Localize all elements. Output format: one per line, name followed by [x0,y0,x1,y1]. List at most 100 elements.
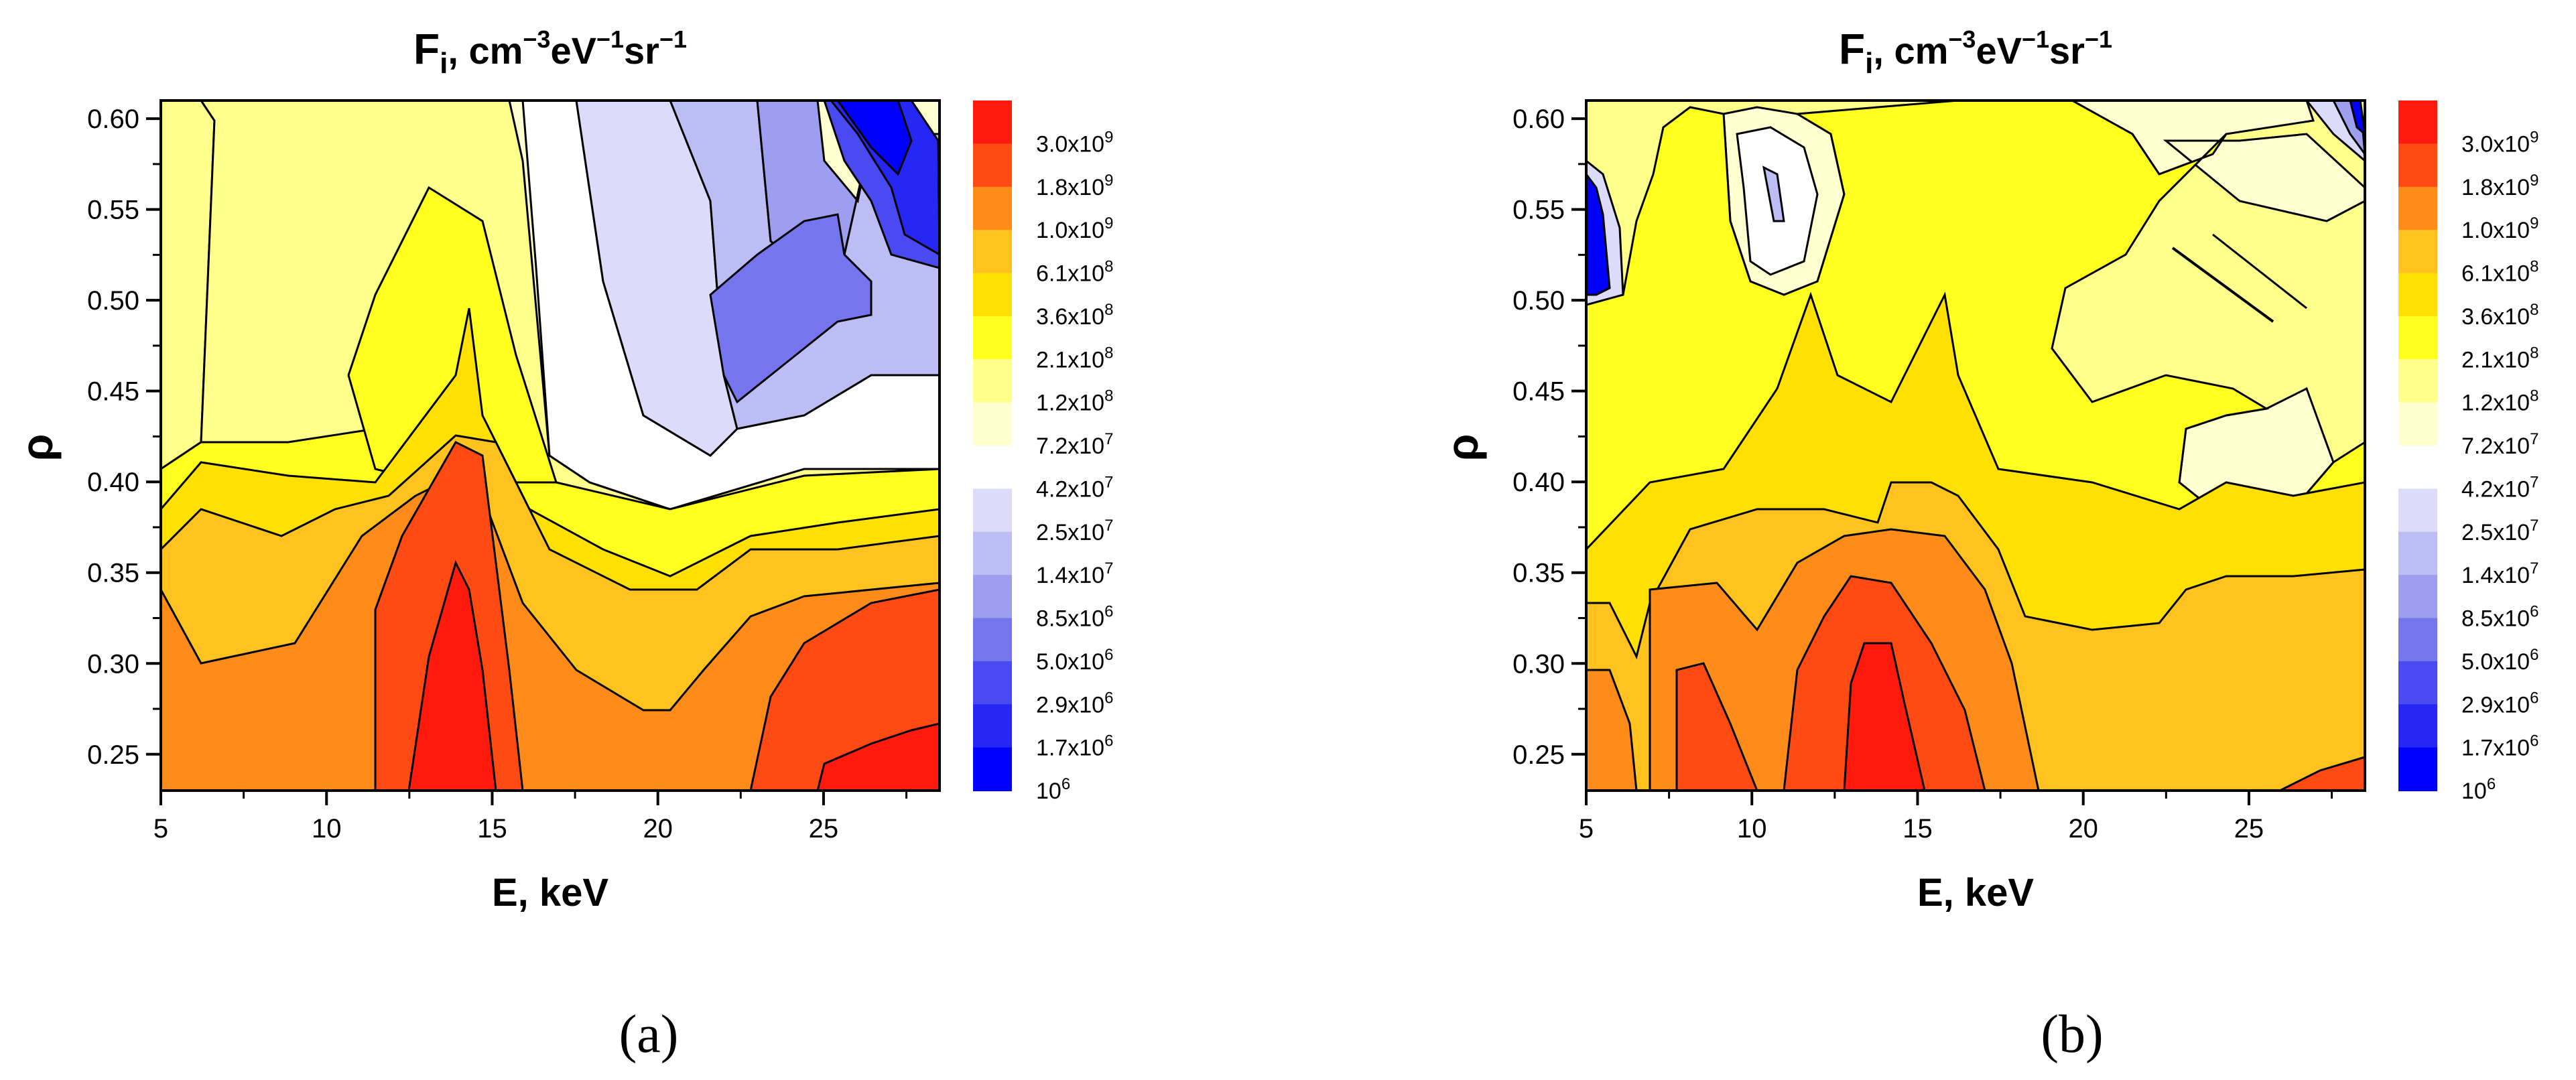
chart-title: Fi, cm−3eV−1sr−1 [413,25,687,80]
title-subscript: i [440,47,448,80]
colorbar-label: 106 [1036,775,1070,804]
contour-band-3.0e9 [407,559,497,791]
chart-panel-b: Fi, cm−3eV−1sr−1 5 10 15 20 25 0.250.300.350… [1437,25,2538,1064]
colorbar-swatch [973,316,1012,360]
title-exp2: −1 [2022,25,2049,53]
colorbar-label: 3.6x108 [1036,301,1113,330]
colorbar-label: 3.0x109 [2461,128,2538,157]
colorbar-swatch [973,618,1012,662]
title-exp3: −1 [2085,25,2112,53]
colorbar-label: 1.4x107 [1036,559,1113,588]
x-axis: 5 10 15 20 25 [153,791,908,843]
colorbar-swatch [2398,704,2437,748]
y-tick-label: 0.60 [87,105,139,134]
contour-band-7.2e7-lower [2163,133,2365,222]
colorbar: 3.0x109 1.8x109 1.0x109 6.1x108 3.6x108 2.1x1… [2398,100,2538,804]
title-main: F [413,25,440,73]
contour-band-1.0e9 [1586,669,1638,791]
colorbar-swatch [973,446,1012,490]
colorbar-label: 2.1x108 [2461,344,2538,373]
colorbar-label: 106 [2461,775,2496,804]
colorbar-swatch [2398,273,2437,317]
colorbar-swatch [973,230,1012,274]
x-tick-label: 15 [1903,814,1933,843]
y-tick-label: 0.55 [87,196,139,225]
colorbar-label: 6.1x108 [1036,258,1113,287]
y-tick-label: 0.50 [87,286,139,316]
x-axis-label: E, keV [492,871,608,915]
y-tick-label: 0.30 [87,649,139,679]
x-tick-label: 10 [1737,814,1767,843]
chart-title: Fi, cm−3eV−1sr−1 [1839,25,2112,80]
colorbar-label: 3.6x108 [2461,301,2538,330]
colorbar-swatch [2398,186,2437,231]
colorbar-swatch [2398,446,2437,490]
colorbar-label: 2.5x107 [2461,517,2538,545]
colorbar-label: 1.4x107 [2461,559,2538,588]
colorbar-label: 5.0x106 [1036,646,1113,675]
title-subscript: i [1865,47,1873,80]
contour-band-blue-corner-ring [1586,159,1624,306]
colorbar-swatch [973,402,1012,446]
colorbar-swatch [2398,316,2437,360]
x-tick-label: 15 [477,814,507,843]
y-tick-label: 0.40 [1512,468,1565,497]
y-tick-label: 0.45 [1512,377,1565,407]
colorbar-swatch [973,143,1012,188]
title-units: , cm [448,29,523,72]
colorbar-label: 2.5x107 [1036,517,1113,545]
colorbar-label: 7.2x107 [2461,430,2538,459]
contour-line-diagonal [2171,247,2274,323]
title-main: F [1839,25,1865,73]
title-mid1: eV [550,29,596,72]
y-tick-label: 0.35 [1512,559,1565,588]
chart-panel-a: Fi, cm−3eV−1sr−1 5 10 15 20 25 0.250.300.350… [12,25,1113,1064]
contour-band-1.7e6 [830,100,940,256]
colorbar-swatch [973,359,1012,403]
colorbar-label: 2.1x108 [1036,344,1113,373]
y-tick-label: 0.25 [87,740,139,770]
y-axis: 0.25 0.30 0.35 0.40 0.45 0.50 0.55 0.60 [1512,105,1586,770]
colorbar-label: 3.0x109 [1036,128,1113,157]
contour-line-diagonal-2 [2212,233,2307,310]
plot-frame [159,99,941,792]
y-axis-label: ρ [12,434,62,462]
colorbar-label: 5.0x106 [2461,646,2538,675]
colorbar-swatch [2398,100,2437,145]
colorbar-swatch [2398,747,2437,791]
colorbar-label: 1.2x108 [2461,387,2538,416]
title-mid2: sr [2049,29,2085,72]
title-exp1: −3 [523,25,550,53]
colorbar-label: 1.8x109 [1036,172,1113,200]
contour-plot-area [1586,100,2365,791]
y-tick-label: 0.35 [87,559,139,588]
svg-text:Fi, cm−3eV−1sr−1: Fi, cm−3eV−1sr−1 [413,25,687,80]
contour-band-3.0e9-right [816,722,940,791]
colorbar-swatch [973,488,1012,533]
colorbar-swatch [2398,143,2437,188]
svg-text:Fi, cm−3eV−1sr−1: Fi, cm−3eV−1sr−1 [1839,25,2112,80]
x-tick-label: 25 [809,814,839,843]
colorbar-swatch [973,100,1012,145]
colorbar-label: 1.8x109 [2461,172,2538,200]
colorbar-label: 1.7x106 [2461,732,2538,761]
title-mid1: eV [1976,29,2022,72]
title-exp3: −1 [659,25,687,53]
title-exp2: −1 [596,25,624,53]
colorbar-label: 8.5x106 [2461,603,2538,632]
contour-band-1.8e9-corner [2279,756,2365,791]
panel-label: (a) [619,1005,679,1064]
x-tick-label: 20 [2068,814,2098,843]
y-axis-label: ρ [1437,434,1487,462]
y-tick-label: 0.45 [87,377,139,407]
y-tick-label: 0.50 [1512,286,1565,316]
colorbar-swatch [973,661,1012,705]
colorbar-swatch [2398,359,2437,403]
title-mid2: sr [624,29,659,72]
colorbar-label: 2.9x106 [2461,689,2538,718]
contour-band-1e6 [2349,100,2365,135]
contour-band-1e6 [836,100,913,176]
colorbar-label: 4.2x107 [2461,473,2538,502]
colorbar-label: 1.7x106 [1036,732,1113,761]
colorbar-swatch [2398,661,2437,705]
